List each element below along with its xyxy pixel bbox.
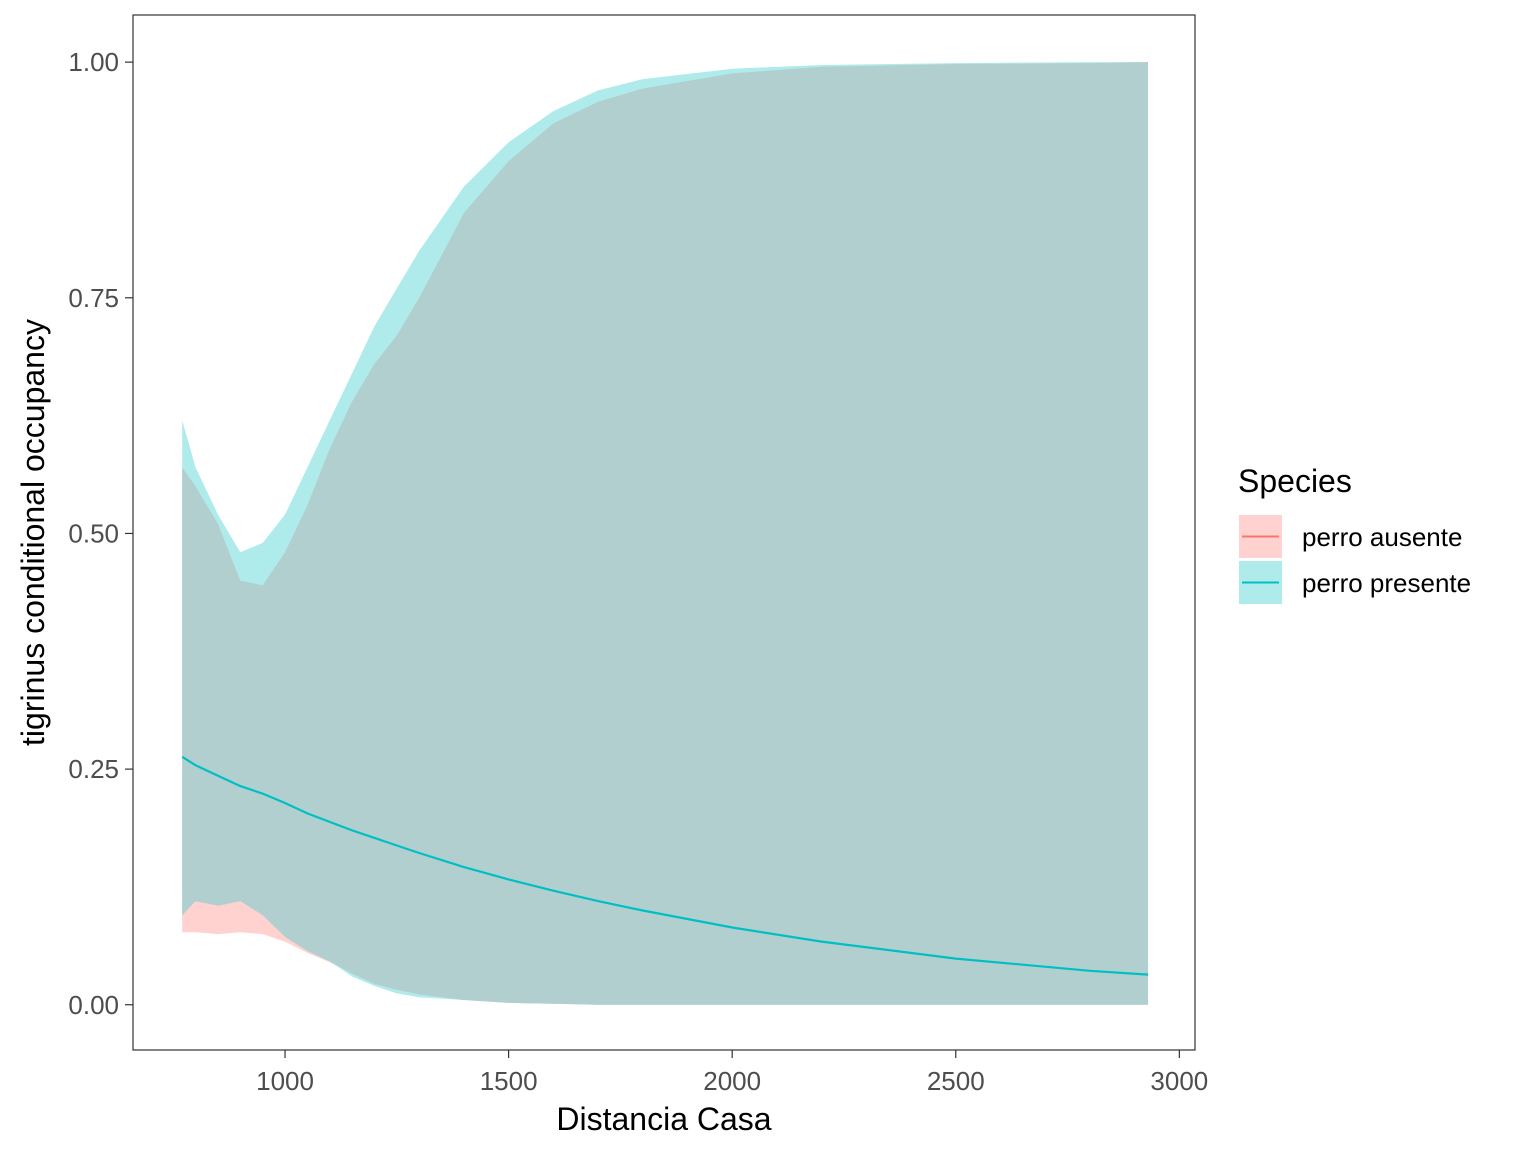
x-tick-label: 3000 bbox=[1150, 1066, 1208, 1096]
y-axis: 0.00 0.25 0.50 0.75 1.00 bbox=[68, 47, 133, 1020]
y-tick-label: 0.00 bbox=[68, 990, 119, 1020]
legend: Species perro ausente perro presente bbox=[1238, 463, 1471, 604]
y-tick-label: 0.25 bbox=[68, 754, 119, 784]
line-perro-presente bbox=[181, 755, 1149, 976]
legend-label: perro ausente bbox=[1302, 522, 1462, 552]
series-lines bbox=[181, 755, 1149, 976]
y-tick-label: 0.50 bbox=[68, 518, 119, 548]
x-tick-label: 2500 bbox=[927, 1066, 985, 1096]
ribbon-overlap bbox=[182, 62, 1148, 1005]
x-axis-title: Distancia Casa bbox=[556, 1101, 771, 1137]
confidence-ribbons bbox=[182, 62, 1148, 1005]
x-tick-label: 2000 bbox=[703, 1066, 761, 1096]
y-tick-label: 1.00 bbox=[68, 47, 119, 77]
x-axis: 1000 1500 2000 2500 3000 bbox=[256, 1050, 1208, 1096]
x-tick-label: 1500 bbox=[480, 1066, 538, 1096]
legend-title: Species bbox=[1238, 463, 1352, 499]
x-tick-label: 1000 bbox=[256, 1066, 314, 1096]
plot-panel-border bbox=[132, 14, 1196, 1051]
y-tick-label: 0.75 bbox=[68, 283, 119, 313]
legend-label: perro presente bbox=[1302, 568, 1471, 598]
y-axis-title: tigrinus conditional occupancy bbox=[15, 319, 51, 746]
